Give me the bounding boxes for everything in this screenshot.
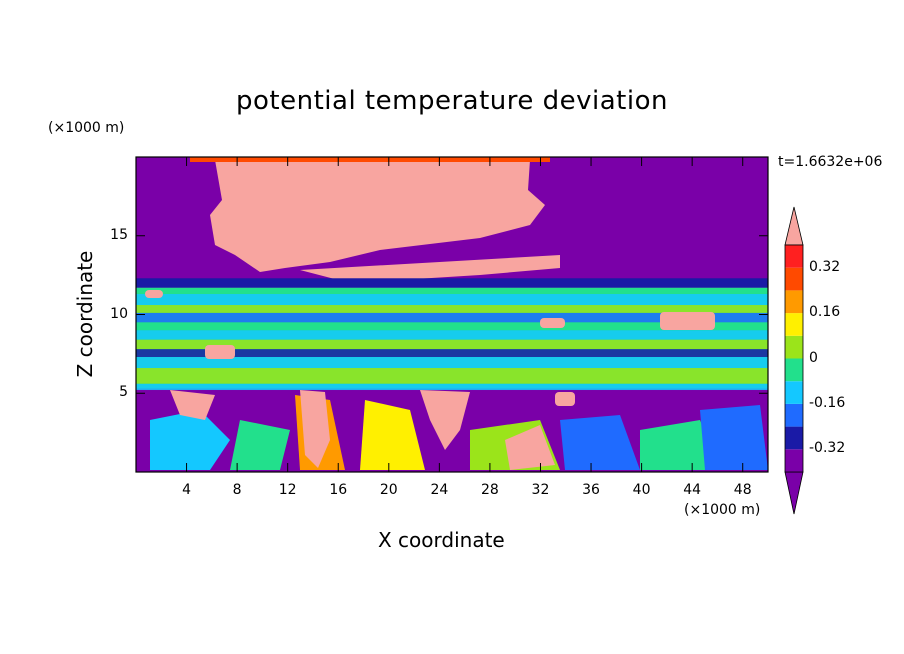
lower-blob — [420, 390, 470, 450]
colorbar-segment — [785, 335, 803, 359]
x-tick-label: 12 — [278, 482, 297, 498]
x-axis-unit: (×1000 m) — [684, 502, 761, 518]
mid-patch — [555, 392, 575, 406]
colorbar-tick-label: 0.16 — [809, 304, 841, 321]
mid-band-strip — [136, 339, 768, 350]
colorbar-tick-label: -0.32 — [809, 440, 846, 457]
y-tick-label: 15 — [110, 226, 128, 243]
x-tick-label: 36 — [582, 482, 600, 498]
y-tick-label: 5 — [119, 384, 128, 401]
chart-title: potential temperature deviation — [236, 86, 668, 116]
x-tick-label: 8 — [232, 482, 242, 498]
x-tick-label: 4 — [182, 482, 191, 498]
colorbar-segment — [785, 403, 803, 427]
colorbar-segment — [785, 381, 803, 404]
mid-band-strip — [136, 383, 768, 391]
colorbar-segment — [785, 267, 803, 291]
colorbar-over-triangle — [784, 206, 804, 246]
upper-plume-tail — [300, 255, 560, 283]
colorbar-segment — [785, 449, 803, 472]
time-label: t=1.6632e+06 — [778, 154, 883, 170]
mid-band-strip — [136, 357, 768, 369]
contour-field — [136, 157, 768, 472]
colorbar-segment — [785, 358, 803, 382]
colorbar-under-triangle — [784, 471, 804, 515]
lower-blob — [170, 390, 215, 420]
lower-blob — [150, 410, 230, 470]
y-axis-ticks — [136, 235, 768, 394]
x-tick-label: 44 — [683, 482, 702, 498]
x-tick-label: 24 — [430, 482, 449, 498]
colorbar-tick-label: 0 — [809, 349, 818, 366]
colorbar-segment — [785, 290, 803, 314]
colorbar-tick-label: -0.16 — [809, 394, 846, 411]
lower-blob — [560, 415, 640, 470]
y-axis-label: Z coordinate — [73, 250, 97, 378]
lower-blob — [230, 420, 290, 470]
lower-blob — [700, 405, 768, 470]
mid-band-strip — [136, 312, 768, 323]
upper-edge — [190, 157, 550, 162]
mid-band-strip — [136, 368, 768, 384]
lower-blob — [360, 400, 425, 470]
mid-band-strip — [136, 322, 768, 331]
colorbar-frame — [784, 244, 804, 473]
mid-band-strip — [136, 330, 768, 340]
x-tick-label: 28 — [480, 482, 499, 498]
mid-patch — [540, 318, 565, 328]
mid-patch — [145, 290, 163, 298]
colorbar-segment — [785, 426, 803, 450]
x-tick-label: 16 — [329, 482, 348, 498]
x-tick-label: 20 — [379, 482, 398, 498]
colorbar-tick-label: 0.32 — [809, 258, 841, 275]
colorbar-segment — [785, 313, 803, 336]
mid-patch — [660, 312, 715, 330]
x-tick-label: 32 — [531, 482, 550, 498]
colorbar — [784, 206, 804, 515]
x-axis-ticks — [186, 157, 744, 472]
mid-band-strip — [136, 305, 768, 313]
y-axis-unit: (×1000 m) — [48, 120, 125, 136]
y-tick-label: 10 — [110, 305, 128, 322]
mid-band-strip — [136, 294, 768, 306]
lower-blob — [300, 390, 330, 468]
upper-plume — [210, 160, 545, 272]
mid-band-strip — [136, 349, 768, 358]
x-tick-label: 48 — [733, 482, 752, 498]
colorbar-segment — [785, 245, 803, 268]
mid-patch — [205, 345, 235, 359]
transition-layer — [136, 278, 768, 288]
x-axis-label: X coordinate — [378, 528, 505, 552]
x-tick-label: 40 — [632, 482, 651, 498]
lower-blob — [640, 420, 720, 470]
lower-blob — [505, 425, 555, 470]
